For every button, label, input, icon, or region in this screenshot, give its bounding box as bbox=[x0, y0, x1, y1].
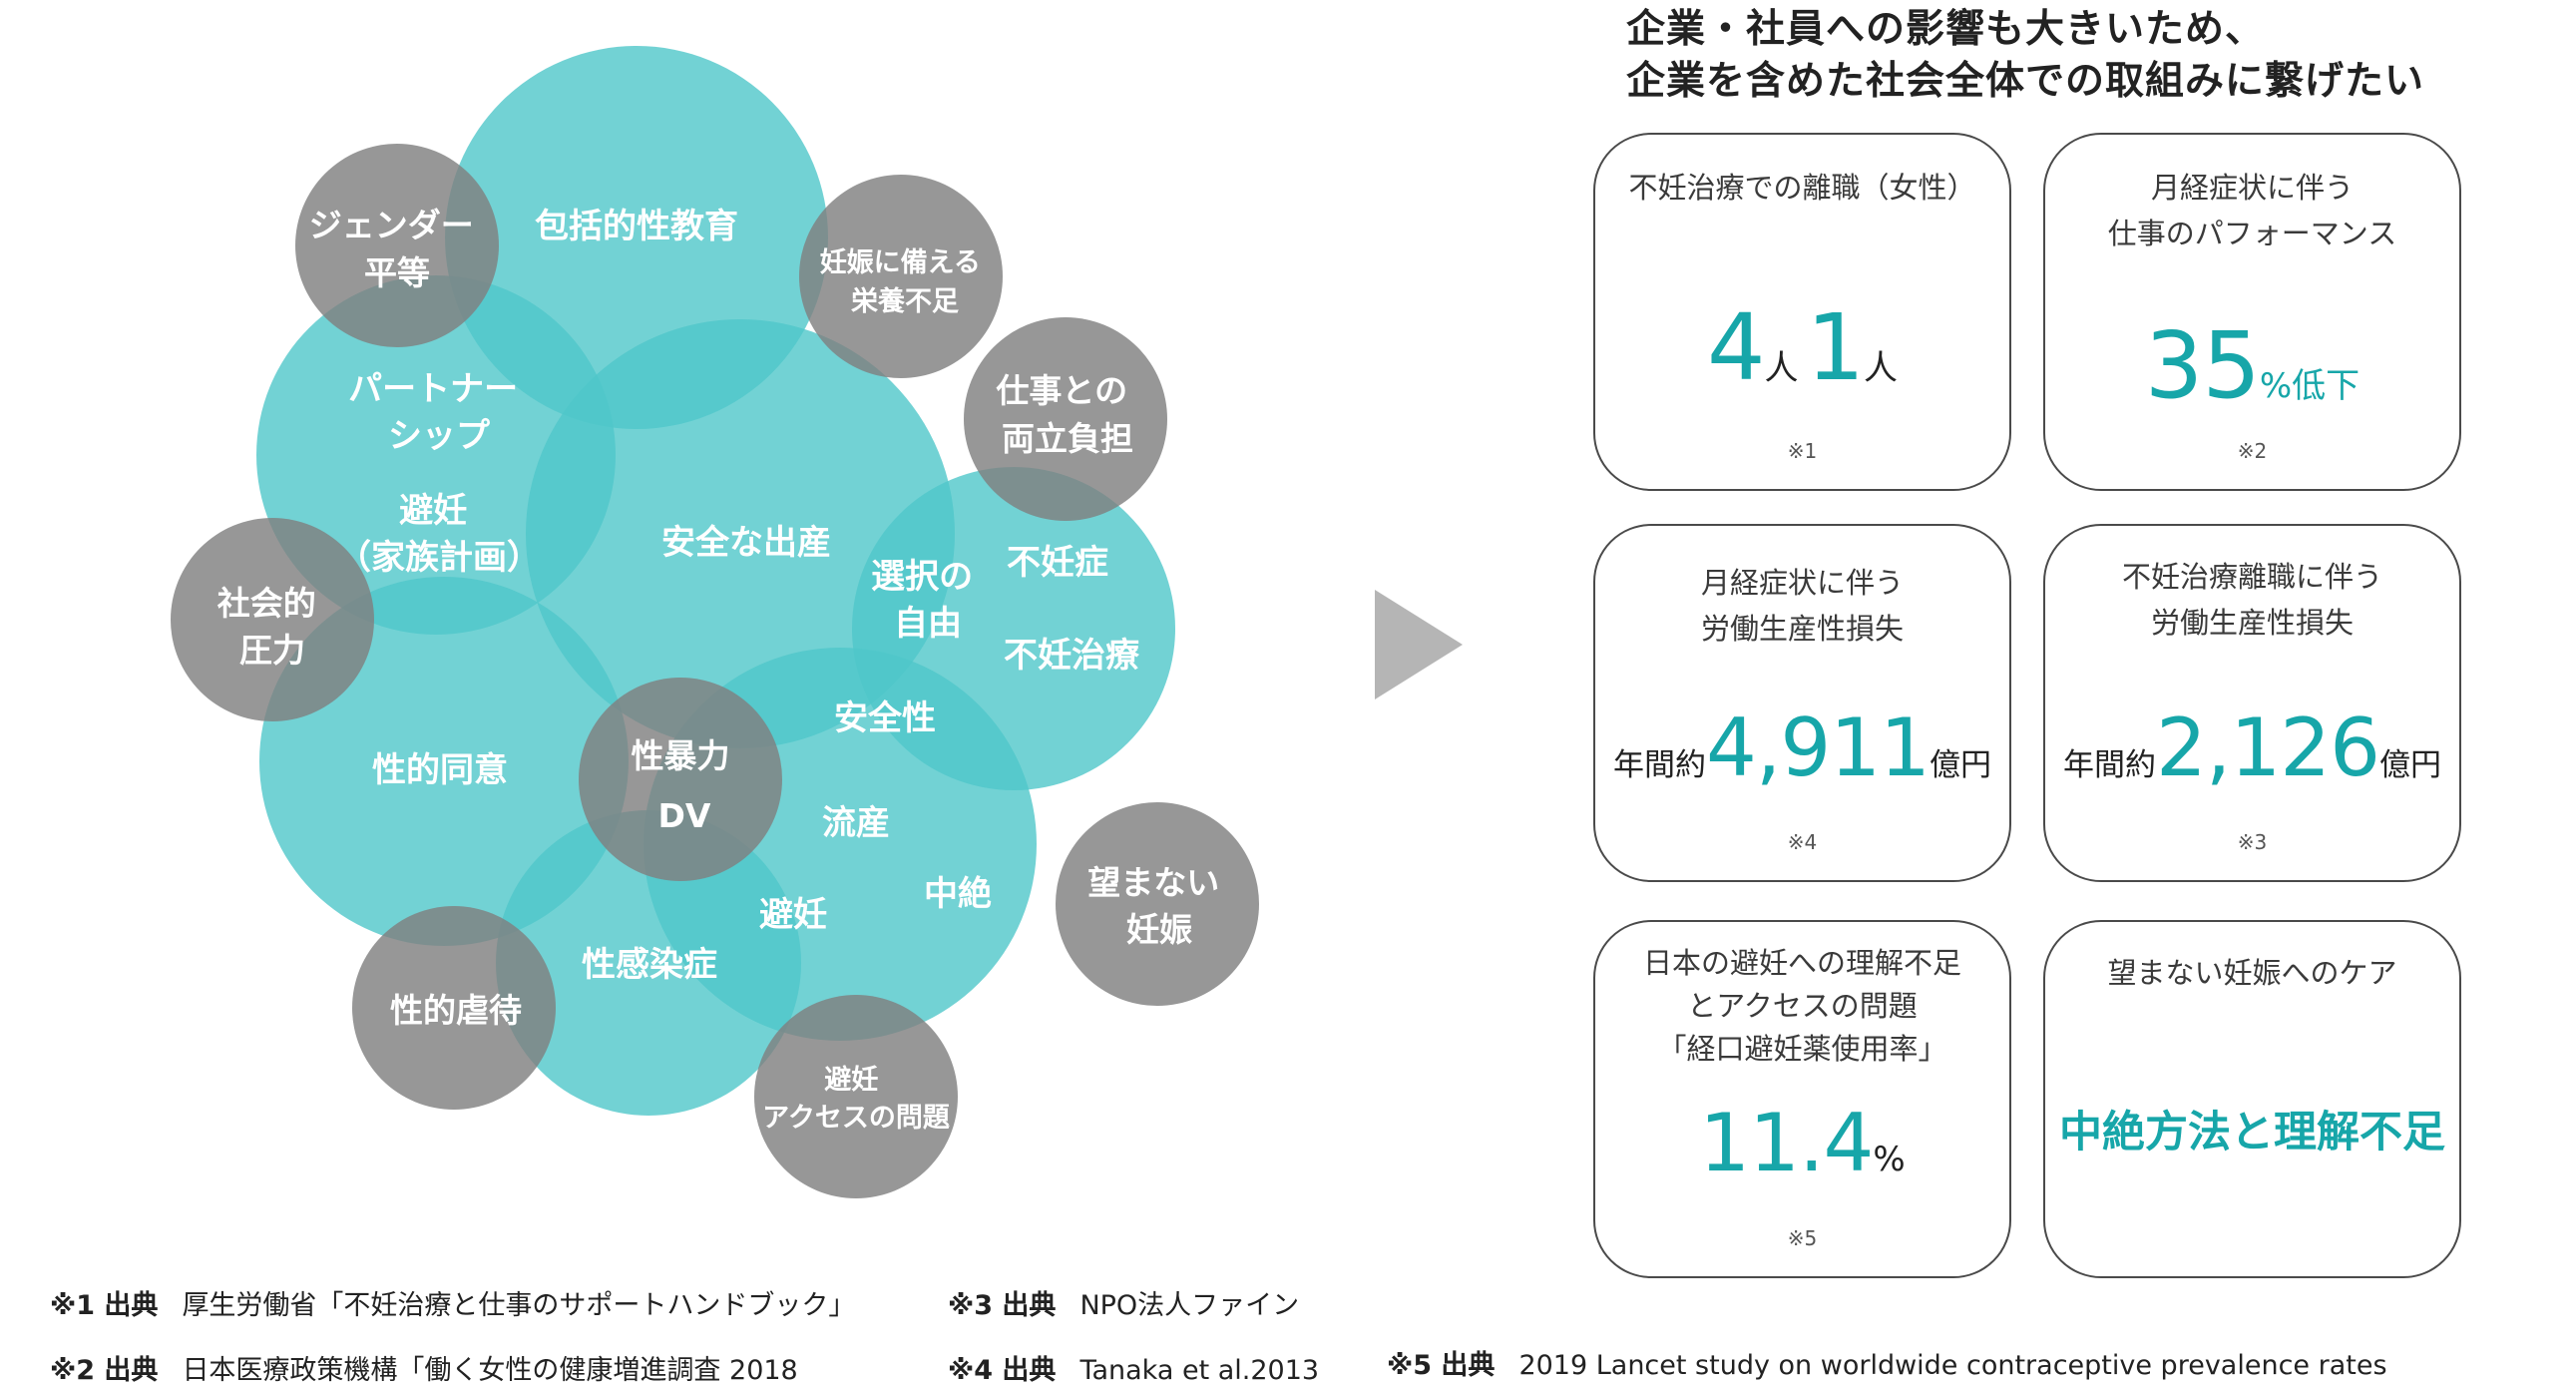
label-contraception: 避妊 bbox=[759, 895, 827, 935]
card-note: ※4 bbox=[1787, 830, 1818, 854]
source-2: ※2 出典 日本医療政策機構「働く女性の健康増進調査 2018 bbox=[50, 1355, 798, 1386]
heading-line-2: 企業を含めた社会全体での取組みに繋げたい bbox=[1626, 59, 2425, 104]
label-partnership: パートナー シップ bbox=[348, 369, 530, 456]
card-note: ※5 bbox=[1787, 1226, 1818, 1250]
label-contraception-access: 避妊 アクセスの問題 bbox=[762, 1064, 951, 1134]
source-5: ※5 出典 2019 Lancet study on worldwide cont… bbox=[1387, 1350, 2387, 1381]
source-4: ※4 出典 Tanaka et al.2013 bbox=[948, 1355, 1320, 1386]
label-work-balance: 仕事との 両立負担 bbox=[996, 371, 1138, 458]
label-sexual-consent: 性的同意 bbox=[372, 750, 508, 790]
label-unwanted-pregnancy: 望まない 妊娠 bbox=[1087, 863, 1231, 949]
card-oral-contraceptive-usage: 日本の避妊への理解不足 とアクセスの問題 「経口避妊薬使用率」 11.4% ※5 bbox=[1593, 920, 2011, 1278]
label-infertility-treatment: 不妊治療 bbox=[1004, 636, 1140, 676]
card-infertility-resignation: 不妊治療での離職（女性） 4人1人 ※1 bbox=[1593, 133, 2011, 491]
card-title: 月経症状に伴う 仕事のパフォーマンス bbox=[2107, 171, 2397, 250]
card-note: ※2 bbox=[2237, 439, 2268, 463]
circle-gender-equality bbox=[295, 144, 499, 347]
label-contraception-family: 避妊 （家族計画） bbox=[337, 491, 541, 578]
gray-circles bbox=[171, 144, 1259, 1198]
label-social-pressure: 社会的 圧力 bbox=[217, 584, 328, 670]
right-arrow-icon bbox=[1375, 590, 1463, 699]
card-value: 年間約2,126億円 bbox=[2062, 701, 2442, 794]
card-title: 望まない妊娠へのケア bbox=[2107, 956, 2397, 990]
card-unwanted-pregnancy-care: 望まない妊娠へのケア 中絶方法と理解不足 bbox=[2043, 920, 2461, 1278]
circle-sexual-abuse bbox=[352, 906, 556, 1110]
source-3: ※3 出典 NPO法人ファイン bbox=[948, 1290, 1300, 1321]
circle-sexual-violence bbox=[579, 678, 782, 881]
label-choice-freedom: 選択の 自由 bbox=[871, 557, 985, 644]
label-infertility: 不妊症 bbox=[1007, 543, 1108, 583]
circle-sti bbox=[496, 810, 801, 1116]
card-menstrual-performance: 月経症状に伴う 仕事のパフォーマンス 35%低下 ※2 bbox=[2043, 133, 2461, 491]
card-infertility-productivity-loss: 不妊治療離職に伴う 労働生産性損失 年間約2,126億円 ※3 bbox=[2043, 524, 2461, 882]
label-safety: 安全性 bbox=[834, 698, 936, 738]
card-note: ※1 bbox=[1787, 439, 1818, 463]
card-title: 不妊治療離職に伴う 労働生産性損失 bbox=[2121, 560, 2382, 640]
teal-circles bbox=[256, 46, 1175, 1116]
reproductive-health-circle-diagram: ジェンダー 平等 包括的性教育 妊娠に備える 栄養不足 仕事との 両立負担 パー… bbox=[171, 46, 1259, 1198]
circle-unwanted-pregnancy bbox=[1056, 802, 1259, 1006]
circle-pregnancy-nutrition bbox=[799, 175, 1003, 378]
label-sti: 性感染症 bbox=[582, 945, 717, 985]
card-value: 4人1人 bbox=[1706, 294, 1899, 401]
card-title: 月経症状に伴う 労働生産性損失 bbox=[1700, 566, 1904, 646]
card-value: 35%低下 bbox=[2144, 312, 2361, 419]
circle-contraception-access bbox=[754, 995, 958, 1198]
source-1: ※1 出典 厚生労働省「不妊治療と仕事のサポートハンドブック」 bbox=[50, 1290, 856, 1321]
label-sexual-violence: 性暴力 bbox=[632, 736, 730, 775]
heading-line-1: 企業・社員への影響も大きいため、 bbox=[1626, 7, 2266, 52]
card-note: ※3 bbox=[2237, 830, 2268, 854]
label-comprehensive-sex-ed: 包括的性教育 bbox=[535, 207, 738, 246]
circle-partnership-contraception bbox=[256, 275, 616, 635]
label-gender-equality: ジェンダー 平等 bbox=[309, 206, 486, 292]
circle-work-balance bbox=[964, 317, 1167, 521]
card-value: 11.4% bbox=[1699, 1097, 1906, 1189]
card-value: 年間約4,911億円 bbox=[1612, 701, 1992, 794]
circle-labels: ジェンダー 平等 包括的性教育 妊娠に備える 栄養不足 仕事との 両立負担 パー… bbox=[217, 206, 1231, 1134]
label-abortion: 中絶 bbox=[924, 874, 992, 914]
card-title: 日本の避妊への理解不足 とアクセスの問題 「経口避妊薬使用率」 bbox=[1642, 946, 1961, 1066]
card-menstrual-productivity-loss: 月経症状に伴う 労働生産性損失 年間約4,911億円 ※4 bbox=[1593, 524, 2011, 882]
circle-safe-birth bbox=[526, 319, 955, 748]
card-value: 中絶方法と理解不足 bbox=[2059, 1108, 2445, 1157]
card-title: 不妊治療での離職（女性） bbox=[1628, 171, 1976, 205]
label-miscarriage: 流産 bbox=[822, 803, 890, 843]
label-safe-birth: 安全な出産 bbox=[661, 523, 831, 563]
label-dv: DV bbox=[658, 796, 711, 835]
circle-social-pressure bbox=[171, 518, 374, 721]
label-sexual-abuse: 性的虐待 bbox=[390, 991, 522, 1030]
label-pregnancy-nutrition: 妊娠に備える 栄養不足 bbox=[820, 246, 991, 317]
section-heading: 企業・社員への影響も大きいため、 企業を含めた社会全体での取組みに繋げたい bbox=[1626, 4, 2424, 108]
